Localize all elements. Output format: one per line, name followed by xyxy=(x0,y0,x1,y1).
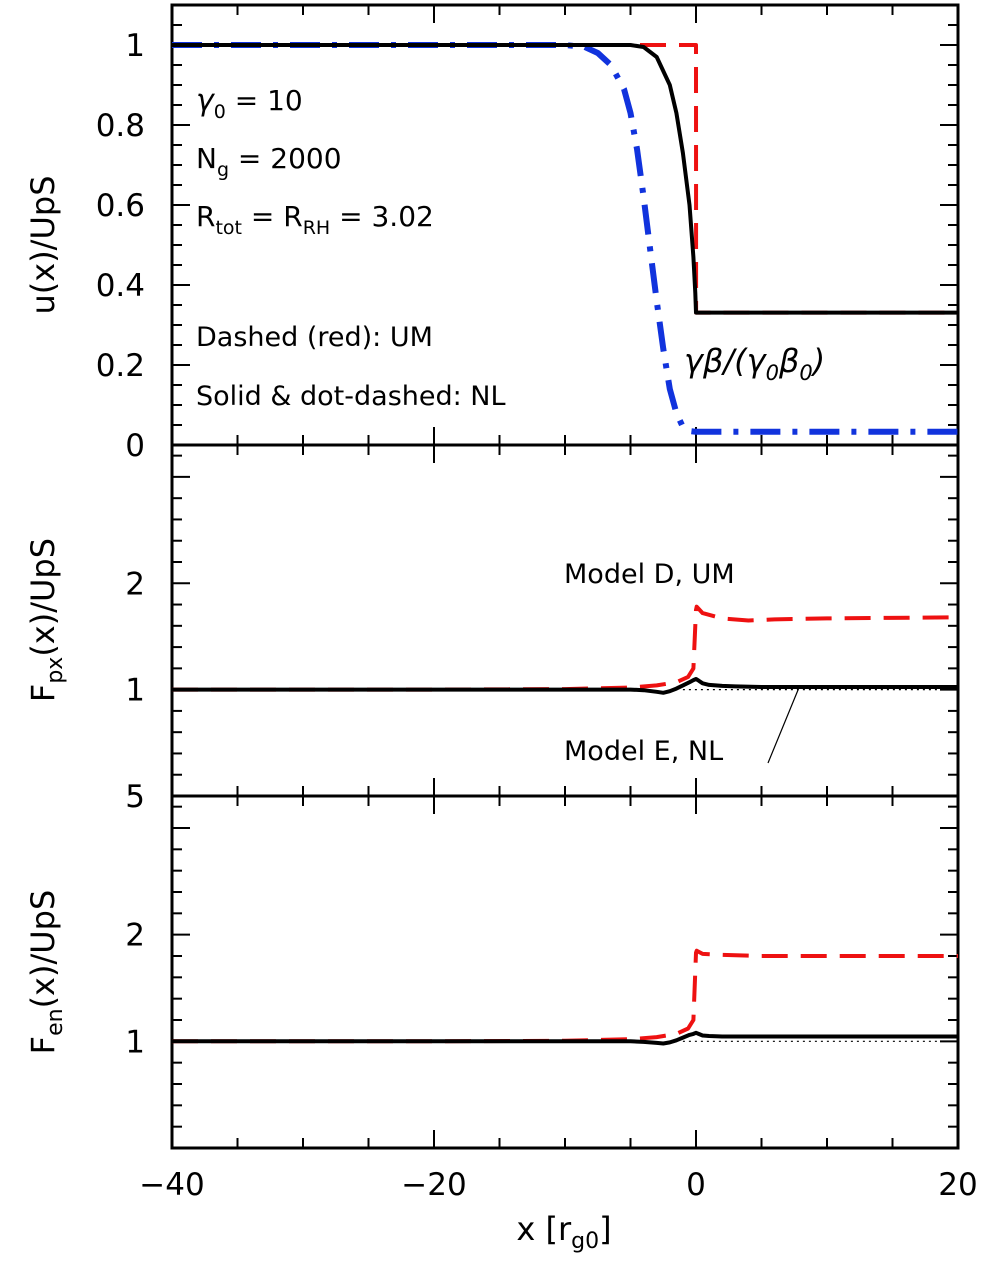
annotation-model-e-pointer xyxy=(767,689,799,764)
top-ytick-label: 0.2 xyxy=(96,348,145,384)
bottom-xtick-label: 0 xyxy=(686,1167,706,1203)
panels: 0 0.2 0.4 0.6 0.8 1 1 2 1 2 −40 −20 0 20 5 xyxy=(96,3,978,1203)
bottom-ytick-label: 1 xyxy=(125,1024,145,1060)
bottom-xtick-label: 20 xyxy=(938,1167,977,1203)
middle-series-red-dashed xyxy=(172,604,959,692)
bottom-xtick-label: −40 xyxy=(139,1167,204,1203)
annotation-gamma: γ0 = 10 xyxy=(196,83,303,123)
bottom-xlabel: x [rg0] xyxy=(516,1210,611,1254)
top-ytick-label: 0.8 xyxy=(96,108,145,144)
annotation-model-d: Model D, UM xyxy=(564,559,735,590)
bottom-series-red-dashed xyxy=(172,948,958,1044)
bottom-ytick-label: 2 xyxy=(125,918,145,954)
annotation-gb: γβ/(γ0β0) xyxy=(684,342,825,385)
annotation-rtot: Rtot = RRH = 3.02 xyxy=(196,200,434,239)
middle-ylabel: Fpx(x)/UpS xyxy=(24,538,68,702)
top-ytick-label: 0 xyxy=(125,428,145,464)
top-ylabel: u(x)/UpS xyxy=(24,175,62,314)
middle-ytick-label: 2 xyxy=(125,566,145,602)
top-series-black-solid xyxy=(172,43,958,315)
middle-ytick-label: 1 xyxy=(125,673,145,709)
bottom-ylabel: Fen(x)/UpS xyxy=(24,890,68,1055)
top-ytick-label: 0.4 xyxy=(96,268,145,304)
annotation-dashed: Dashed (red): UM xyxy=(196,322,433,353)
top-ytick-label: 0.6 xyxy=(96,188,145,224)
annotation-solid: Solid & dot-dashed: NL xyxy=(196,381,506,412)
bottom-series-black-solid xyxy=(172,1030,958,1046)
middle-series-black-solid xyxy=(172,677,958,695)
bottom-frame xyxy=(170,794,960,1150)
middle-bottom-edge-label: 5 xyxy=(125,779,145,815)
top-ylabel-text: u(x)/UpS xyxy=(24,175,62,314)
annotation-model-e: Model E, NL xyxy=(564,736,723,767)
bottom-xtick-label: −20 xyxy=(401,1167,466,1203)
annotation-ng: Ng = 2000 xyxy=(196,142,342,181)
top-series-blue-dot-dashed xyxy=(172,42,958,435)
top-ytick-label: 1 xyxy=(125,28,145,64)
